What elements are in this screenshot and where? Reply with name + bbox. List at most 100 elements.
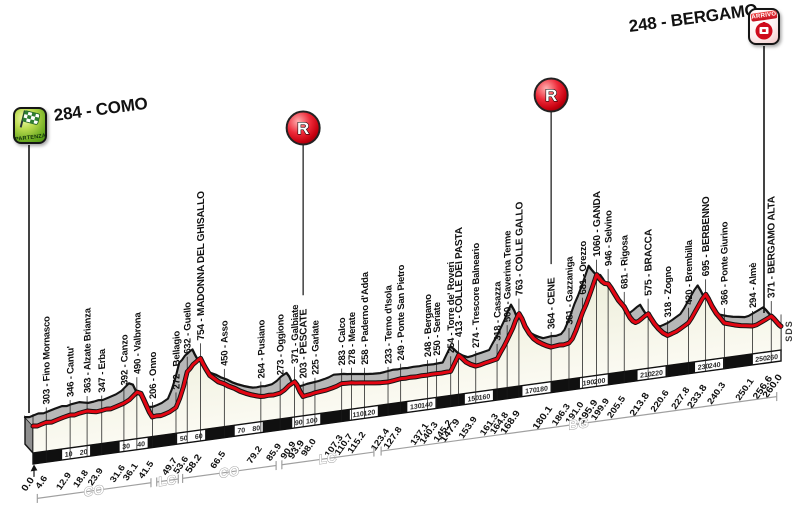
waypoint-label: 264 - Pusiano <box>256 319 267 379</box>
province-label: CO <box>84 482 104 500</box>
start-arrow-head <box>30 464 38 472</box>
km-decade-number: 260 <box>766 354 778 363</box>
waypoint-label: 363 - Alzate Brianza <box>83 307 94 394</box>
waypoint-label: 632 - Guello <box>183 301 194 354</box>
feed-zone-marker <box>285 110 321 146</box>
distance-label: 4.6 <box>34 474 50 490</box>
distance-label: 41.5 <box>136 459 155 480</box>
km-decade-number: 70 <box>237 427 245 435</box>
distance-label: 58.2 <box>184 452 205 475</box>
province-label: CO <box>219 463 239 481</box>
km-decade-number: 150 <box>468 395 480 404</box>
waypoint-label: 274 - Trescore Balneario <box>471 242 482 349</box>
km-axis-band: 10 20 30 40 50 60 70 80 90 100 110 120 130 140 150 160 1… <box>32 349 782 465</box>
arrivo-badge: ARRIVO <box>748 8 780 45</box>
waypoint-label: 392 - Canzo <box>119 333 130 385</box>
waypoint-label: 318 - Casazza <box>492 280 503 342</box>
waypoint-label: 250 - Seriate <box>432 301 443 356</box>
waypoint-label: 575 - BRACCA <box>644 228 655 296</box>
distance-label: 205.5 <box>605 394 627 419</box>
km-decade-number: 240 <box>709 362 721 371</box>
km-decade-number: 170 <box>525 387 537 396</box>
distance-label: 220.6 <box>649 388 671 413</box>
province-bracket-line <box>182 464 277 480</box>
waypoint-label: 946 - Selvino <box>604 209 615 266</box>
waypoint-label: 1060 - GANDA <box>592 191 603 258</box>
km-decade-number: 200 <box>594 378 606 387</box>
finish-flag-icon <box>755 22 773 40</box>
overlay-group: RR <box>28 46 765 413</box>
waypoint-label: 381 - Gazzaniga <box>564 255 575 326</box>
km-decade-number: 10 <box>65 451 73 459</box>
km-decade-number: 130 <box>410 403 422 412</box>
waypoint-label: 364 - CENE <box>547 276 558 329</box>
km-decade-number: 220 <box>651 370 663 379</box>
feed-zone-letter: R <box>297 119 309 138</box>
waypoint-label: 258 - Paderno d'Adda <box>360 270 371 365</box>
waypoint-label: 248 - Bergamo <box>423 293 434 358</box>
province-bracket-line <box>156 478 179 483</box>
elevation-line <box>31 273 783 428</box>
sds-watermark: SDS <box>783 320 794 342</box>
waypoint-label: 318 - Zogno <box>663 265 674 318</box>
waypoint-label: 347 - Erba <box>97 347 108 393</box>
km-decade-number: 20 <box>80 449 88 457</box>
distance-label: 240.3 <box>705 381 727 406</box>
waypoint-label: 420 - Brembilla <box>684 239 695 306</box>
waypoint-label: 500 - Gaverina Terme <box>503 230 514 323</box>
waypoint-label: 283 - Calco <box>337 316 348 366</box>
waypoint-label: 233 - Terno d'Isola <box>383 284 394 365</box>
waypoint-label: 695 - BERBENNO <box>701 195 712 277</box>
waypoint-label: 278 - Merate <box>347 311 358 365</box>
province-bracket-line <box>381 395 777 452</box>
waypoint-label: 366 - Ponte Giurino <box>720 221 731 306</box>
feed-zone-marker <box>533 77 569 113</box>
waypoint-label: 272 - Bellagio <box>171 330 182 390</box>
partenza-badge: PARTENZA <box>13 107 47 144</box>
waypoint-label: 371 - Galbiate <box>290 304 301 364</box>
province-bracket-line <box>281 451 374 466</box>
province-label: BG <box>569 415 589 433</box>
distance-label: 36.1 <box>121 461 140 482</box>
km-decade-number: 40 <box>137 441 145 449</box>
waypoint-label: 206 - Onno <box>148 351 159 400</box>
km-decade-number: 110 <box>352 411 363 420</box>
km-decade-number: 250 <box>755 355 767 364</box>
waypoint-label: 346 - Cantu' <box>66 345 77 398</box>
km-decade-number: 90 <box>295 419 303 427</box>
waypoint-label: 763 - COLLE GALLO <box>514 201 525 297</box>
distance-label: 153.9 <box>457 415 479 440</box>
waypoint-label: 371 - BERGAMO ALTA <box>767 196 778 299</box>
km-decade-number: 230 <box>698 363 710 372</box>
distance-label: 79.2 <box>245 444 264 465</box>
km-decade-number: 120 <box>364 409 376 418</box>
province-label: LC <box>158 472 176 489</box>
km-decade-number: 60 <box>195 433 203 441</box>
waypoint-label: 490 - Valbrona <box>132 311 143 375</box>
waypoint-label: 303 - Fino Mornasco <box>42 315 53 405</box>
waypoint-label: 413 - COLLE DEI PASTA <box>454 227 465 338</box>
waypoint-label: 273 - Oggiono <box>276 313 287 376</box>
waypoint-label: 681 - Rigosa <box>620 234 631 290</box>
waypoint-labels: 303 - Fino Mornasco 346 - Cantu' 363 - Alz… <box>42 190 778 405</box>
waypoint-label: 249 - Ponte San Pietro <box>396 264 407 362</box>
distance-label: 98.0 <box>299 437 318 458</box>
waypoint-label: 225 - Garlate <box>310 320 321 376</box>
waypoint-label: 681 - Orezzo <box>578 240 589 295</box>
km-decade-number: 140 <box>421 401 433 410</box>
km-decade-number: 180 <box>536 386 548 395</box>
km-decade-number: 50 <box>180 435 188 443</box>
distance-label: 12.9 <box>54 471 73 492</box>
km-decade-number: 80 <box>252 425 260 433</box>
profile-front-face <box>33 274 782 453</box>
km-decade-number: 190 <box>583 379 595 388</box>
province-bracket-line <box>37 482 151 500</box>
km-decade-number: 100 <box>306 417 318 426</box>
province-label: LC <box>319 450 337 467</box>
province-brackets: CO LC CO LC BG <box>36 392 778 503</box>
waypoint-label: 294 - Almè <box>748 262 759 309</box>
km-decade-number: 160 <box>479 393 491 402</box>
waypoint-label: 754 - MADONNA DEL GHISALLO <box>196 190 207 341</box>
